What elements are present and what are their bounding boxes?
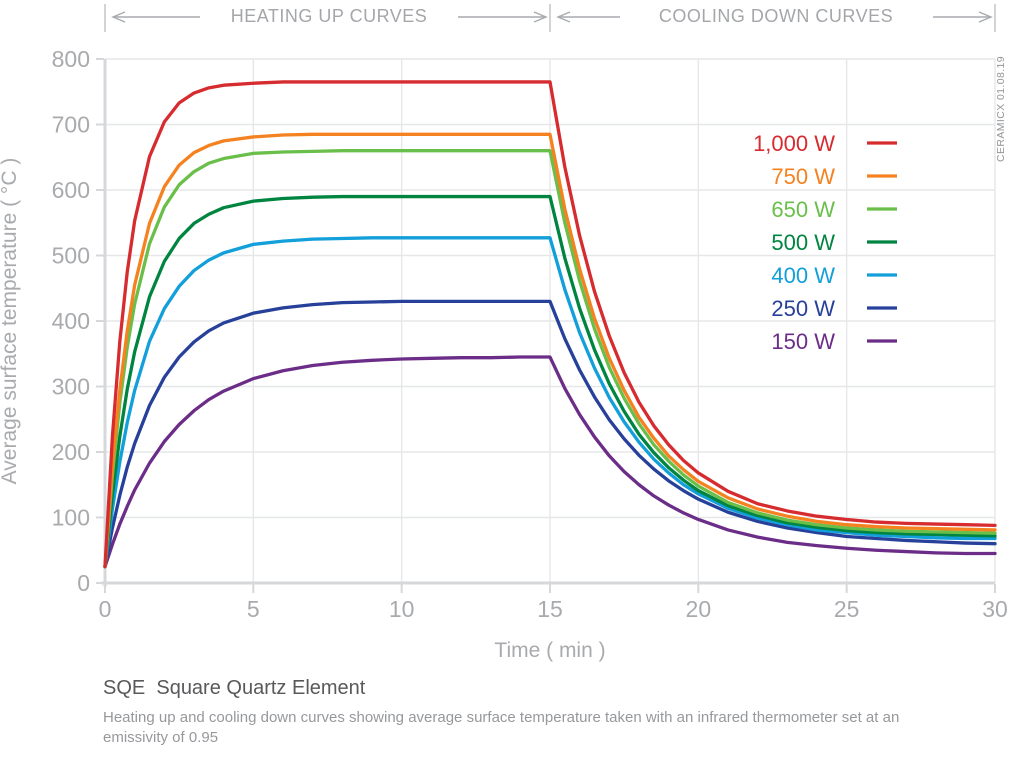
x-tick-label: 30 (982, 596, 1008, 622)
legend-label: 400 W (771, 263, 835, 288)
series-curve (103, 80, 997, 569)
y-axis-title: Average surface temperature ( °C ) (0, 158, 21, 485)
y-tick-label: 400 (52, 308, 90, 334)
y-tick-label: 600 (52, 177, 90, 203)
heating-section-label: HEATING UP CURVES (231, 6, 428, 26)
series-curve (103, 355, 997, 569)
y-tick-label: 300 (52, 374, 90, 400)
y-tick-label: 800 (52, 46, 90, 72)
x-tick-label: 25 (834, 596, 860, 622)
x-tick-label: 5 (247, 596, 260, 622)
arrow-head-icon (111, 11, 126, 23)
series-curve (103, 132, 997, 569)
chart-subtitle: Heating up and cooling down curves showi… (103, 709, 900, 747)
x-axis-title: Time ( min ) (494, 639, 605, 662)
series-curve (103, 194, 997, 569)
y-tick-label: 200 (52, 439, 90, 465)
legend-label: 650 W (771, 197, 835, 222)
watermark-text: CERAMICX 01.08.19 (995, 56, 1007, 162)
x-tick-label: 20 (686, 596, 712, 622)
legend-label: 500 W (771, 230, 835, 255)
legend-label: 150 W (771, 329, 835, 354)
legend: 1,000 W 750 W 650 W 500 W 400 W 250 W 150 W (753, 131, 897, 354)
series-curve (103, 149, 997, 569)
arrow-head-icon (533, 11, 548, 23)
x-tick-label: 15 (537, 596, 563, 622)
chart-title: SQE Square Quartz Element (103, 677, 366, 699)
y-tick-label: 700 (52, 112, 90, 138)
gridlines (105, 58, 996, 583)
x-tick-label: 10 (389, 596, 415, 622)
series-curve (103, 299, 997, 569)
legend-label: 1,000 W (753, 131, 835, 156)
y-tick-label: 100 (52, 505, 90, 531)
arrow-head-icon (978, 11, 993, 23)
y-tick-label: 0 (77, 570, 90, 596)
header-arrows (104, 4, 996, 32)
series-curve (103, 236, 997, 569)
arrow-head-icon (556, 11, 571, 23)
curves (103, 80, 997, 569)
axes: 0 100 200 300 400 500 600 700 800 0 5 10 15 20 25 30 (52, 46, 1008, 622)
x-tick-label: 0 (99, 596, 112, 622)
y-tick-label: 500 (52, 243, 90, 269)
footer: SQE Square Quartz Element Heating up and… (103, 677, 1003, 749)
legend-label: 250 W (771, 296, 835, 321)
cooling-section-label: COOLING DOWN CURVES (659, 6, 893, 26)
legend-label: 750 W (771, 164, 835, 189)
